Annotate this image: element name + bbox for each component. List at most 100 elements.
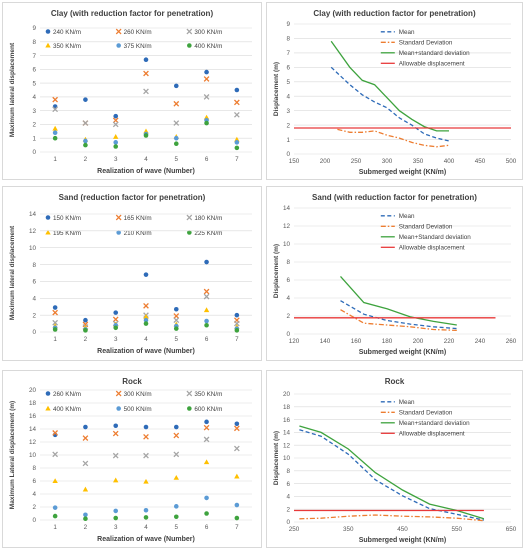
series-600-kn/m [52,511,240,521]
y-tick-label: 8 [32,262,36,269]
data-point [234,473,240,479]
chart-title: Sand (reduction factor for penetration) [59,193,206,202]
x-tick-label: 5 [175,156,179,163]
data-point [234,136,240,142]
data-point [143,515,149,520]
data-point [204,259,209,265]
data-point [204,322,209,328]
data-point [234,502,240,508]
legend: 240 KN/m 260 KN/m 300 KN/m 350 KN/m 375 KN/m… [45,28,222,50]
legend-label: Standard Deviation [399,224,453,231]
legend: Mean Standard Deviation Mean+Standard devi… [380,213,471,252]
data-point [173,424,179,430]
x-axis-label: Realization of wave (Number) [97,168,195,175]
legend-label: 165 KN/m [124,215,152,222]
legend-label: Allowable displacement [399,61,465,68]
x-tick-label: 350 [343,526,354,533]
data-point [112,316,119,323]
chart-frame [2,370,262,548]
series-400-kn/m [52,120,240,151]
series-500-kn/m [52,495,240,518]
legend-label: Allowable displacement [399,245,465,252]
data-point [203,459,210,465]
data-point [234,145,240,151]
chart-frame [266,186,523,361]
y-tick-label: 12 [283,442,291,449]
y-axis-label: Maximum lateral displacement [9,42,16,137]
x-tick-label: 6 [205,524,209,531]
y-tick-label: 4 [32,94,36,101]
x-axis-label: Realization of wave (Number) [97,348,195,355]
legend: 150 KN/m 165 KN/m 180 KN/m 195 KN/m 210 KN/m… [45,214,222,237]
x-tick-label: 1 [53,524,57,531]
data-point [204,318,209,324]
y-tick-label: 10 [283,455,291,462]
data-point [82,486,89,492]
legend-marker [116,230,121,235]
y-tick-label: 18 [283,404,291,411]
data-point [52,125,58,131]
data-point [112,117,119,124]
y-tick-label: 6 [286,277,290,284]
legend-label: Mean [399,213,415,220]
data-point [113,423,119,429]
x-tick-label: 450 [475,158,486,165]
data-point [52,327,58,332]
data-point [203,114,210,120]
data-point [113,310,119,315]
y-tick-label: 6 [32,478,36,485]
y-tick-label: 14 [283,205,291,212]
data-point [52,430,59,436]
chart-title: Rock [122,377,142,386]
legend-marker [187,230,192,235]
data-point [233,445,240,452]
data-point [173,313,180,319]
x-tick-label: 2 [84,156,88,163]
data-point [112,121,119,128]
legend-label: Standard Deviation [399,40,453,47]
data-point [204,120,209,126]
data-point [143,478,149,484]
series-line-standard-deviation [340,309,457,332]
data-point [83,424,88,430]
legend-label: Mean+standard deviation [399,50,470,57]
y-axis-label: Maximum lateral displacement [9,225,16,320]
legend-marker [45,229,51,235]
x-tick-label: 1 [53,336,57,343]
data-point [113,140,119,145]
data-point [173,326,179,331]
x-tick-label: 220 [444,338,455,345]
x-tick-label: 140 [320,338,331,345]
legend-label: Mean [399,399,415,406]
y-tick-label: 16 [29,413,37,420]
x-tick-label: 250 [351,158,362,165]
data-point [173,504,179,509]
clay-scatter-chart: Clay (with reduction factor for penetrat… [2,2,262,180]
y-tick-label: 2 [286,506,290,513]
data-point [203,293,210,300]
y-tick-label: 12 [283,223,291,230]
y-tick-label: 8 [32,39,36,46]
x-tick-label: 2 [84,524,88,531]
data-point [203,307,210,313]
y-tick-label: 20 [283,391,291,398]
series-line-mean-standard-deviation [340,275,457,326]
data-point [203,76,210,82]
series-260-kn/m [52,419,240,438]
y-tick-label: 7 [286,50,290,57]
y-tick-label: 14 [29,211,37,218]
y-tick-label: 3 [286,108,290,115]
y-tick-label: 2 [286,313,290,320]
data-point [233,99,240,106]
legend-label: 400 KN/m [194,43,222,50]
data-point [234,140,240,145]
x-tick-label: 260 [506,338,517,345]
y-tick-label: 10 [29,245,37,252]
y-tick-label: 18 [29,400,37,407]
data-point [143,272,149,277]
x-axis-label: Submerged weight (KN/m) [359,537,447,544]
y-tick-label: 2 [32,312,36,319]
y-tick-label: 8 [286,36,290,43]
legend-marker [115,28,122,35]
